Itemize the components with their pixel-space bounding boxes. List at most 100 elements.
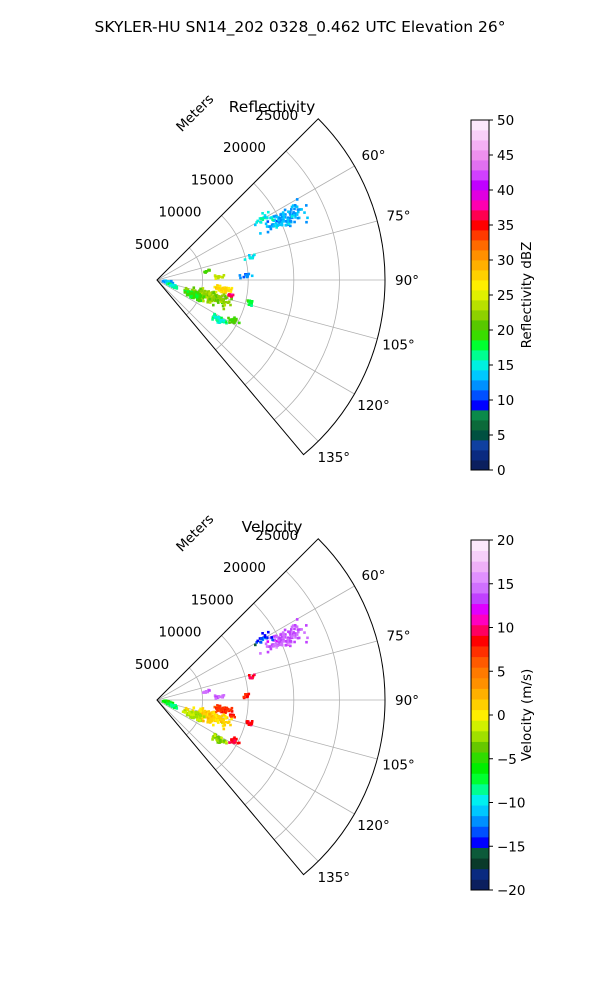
velocity-colorbar-segment (471, 720, 489, 732)
reflectivity-echo-gate (298, 208, 302, 211)
reflectivity-theta-tick-label: 60° (362, 148, 386, 164)
velocity-echo-gate (196, 718, 199, 721)
reflectivity-echo-gate (219, 318, 222, 322)
velocity-echo-gate (279, 638, 282, 641)
velocity-echo-gate (298, 628, 302, 631)
velocity-echo-gate (208, 711, 212, 715)
reflectivity-echo-gate (224, 297, 227, 300)
velocity-echo-gate (276, 644, 279, 647)
reflectivity-echo-gate (232, 321, 236, 325)
velocity-echo-gate (265, 645, 269, 648)
reflectivity-echo-gate (272, 215, 276, 218)
reflectivity-colorbar-segment (471, 320, 489, 331)
reflectivity-echo-gate (286, 218, 289, 221)
reflectivity-echo-gate (222, 301, 226, 305)
reflectivity-echo-gate (230, 318, 233, 321)
velocity-echo-gate (282, 640, 285, 643)
velocity-colorbar-segment (471, 773, 489, 785)
velocity-echo-gate (270, 636, 273, 639)
velocity-echo-gate (284, 644, 288, 647)
velocity-echo-gate (272, 635, 276, 638)
reflectivity-colorbar-segment (471, 440, 489, 451)
reflectivity-echo-gate (218, 284, 222, 288)
reflectivity-echo-gate (196, 291, 200, 295)
velocity-echo-gate (222, 740, 226, 744)
reflectivity-echo-gate (233, 316, 236, 319)
reflectivity-colorbar-tick-label: 45 (497, 148, 514, 164)
velocity-colorbar-segment (471, 826, 489, 838)
velocity-colorbar-tick-label: −20 (497, 883, 526, 899)
reflectivity-echo-gate (220, 298, 223, 302)
velocity-colorbar-tick-label: −5 (497, 752, 517, 768)
reflectivity-colorbar-tick-label: 25 (497, 288, 514, 304)
velocity-echo-gate (274, 641, 278, 645)
velocity-echo-gate (293, 640, 296, 644)
reflectivity-echo-gate (261, 212, 264, 215)
reflectivity-colorbar-segment (471, 310, 489, 321)
reflectivity-echo-gate (195, 296, 199, 299)
reflectivity-echo-gate (211, 318, 214, 321)
velocity-colorbar-tick-label: 15 (497, 577, 514, 593)
reflectivity-echo-gate (227, 286, 231, 290)
velocity-echo-gate (221, 740, 224, 744)
velocity-echo-gate (260, 637, 263, 640)
reflectivity-colorbar-segment (471, 270, 489, 281)
reflectivity-echo-gate (283, 208, 287, 212)
velocity-echo-gate (184, 711, 188, 714)
velocity-colorbar-segment (471, 699, 489, 711)
velocity-echo-gate (208, 712, 211, 716)
velocity-echo-gate (297, 630, 300, 634)
reflectivity-colorbar-segment (471, 290, 489, 301)
reflectivity-echo-gate (192, 293, 195, 296)
reflectivity-colorbar-segment (471, 140, 489, 151)
reflectivity-echo-gate (190, 293, 193, 297)
velocity-echo-gate (208, 717, 211, 720)
velocity-colorbar-segment (471, 540, 489, 552)
velocity-colorbar-tick-label: −15 (497, 839, 526, 855)
reflectivity-echo-gate (222, 319, 226, 322)
velocity-echo-gate (208, 689, 211, 692)
velocity-colorbar-segment (471, 762, 489, 774)
reflectivity-echo-gate (277, 221, 281, 224)
velocity-echo-gate (190, 713, 193, 717)
velocity-echo-gate (166, 702, 169, 706)
reflectivity-echo-gate (287, 222, 291, 226)
reflectivity-colorbar-segment (471, 200, 489, 211)
reflectivity-echo-gate (194, 290, 198, 294)
velocity-echo-gate (263, 634, 267, 637)
reflectivity-colorbar-tick-label: 15 (497, 358, 514, 374)
reflectivity-echo-gate (282, 220, 285, 223)
reflectivity-echo-gate (190, 296, 194, 299)
velocity-echo-gate (272, 644, 275, 648)
reflectivity-theta-tick-label: 75° (387, 208, 411, 224)
velocity-echo-gate (222, 739, 226, 742)
velocity-echo-gate (230, 738, 233, 741)
velocity-echo-gate (175, 705, 178, 709)
velocity-colorbar-segment (471, 688, 489, 700)
reflectivity-echo-gate (204, 270, 207, 274)
reflectivity-echo-gate (223, 303, 227, 307)
velocity-echo-gate (204, 690, 208, 693)
reflectivity-echo-gate (284, 220, 288, 223)
reflectivity-echo-gate (222, 320, 226, 324)
reflectivity-echo-gate (216, 284, 219, 287)
reflectivity-echo-gate (212, 291, 216, 294)
velocity-colorbar-tick-label: 20 (497, 533, 514, 549)
reflectivity-colorbar-segment (471, 230, 489, 241)
velocity-range-ring (244, 602, 295, 806)
reflectivity-echo-gate (206, 300, 209, 304)
velocity-theta-tick-label: 60° (362, 568, 386, 584)
reflectivity-echo-gate (221, 320, 224, 324)
velocity-theta-tick-label: 135° (318, 870, 351, 886)
velocity-echo-gate (216, 709, 219, 713)
reflectivity-echo-gate (166, 282, 169, 286)
velocity-echo-gate (217, 715, 220, 718)
velocity-echo-gate (201, 707, 205, 710)
velocity-echo-gate (296, 628, 300, 631)
reflectivity-echo-gate (254, 223, 257, 227)
velocity-colorbar-segment (471, 783, 489, 795)
reflectivity-echo-gate (199, 287, 202, 291)
velocity-colorbar-segment (471, 561, 489, 573)
velocity-theta-tick-label: 105° (382, 758, 415, 774)
reflectivity-sector-outline (156, 118, 386, 456)
